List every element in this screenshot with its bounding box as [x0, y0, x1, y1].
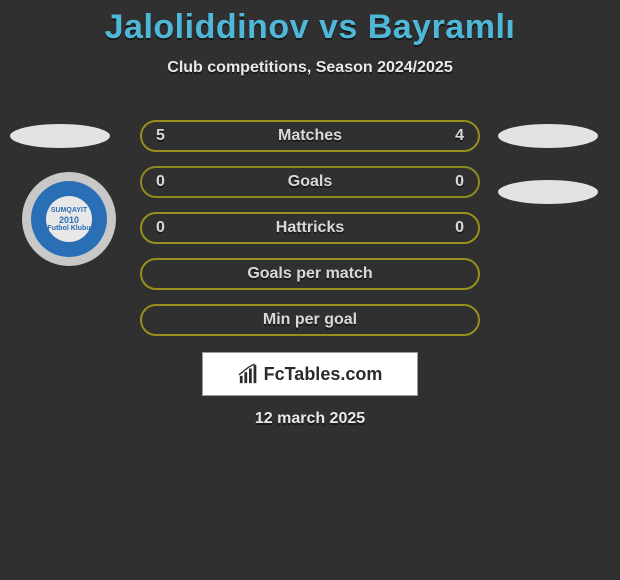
- stat-label: Matches: [278, 127, 342, 145]
- subtitle: Club competitions, Season 2024/2025: [0, 59, 620, 77]
- stat-label: Hattricks: [276, 219, 344, 237]
- stat-right-value: 4: [455, 127, 464, 145]
- stat-label: Goals: [288, 173, 332, 191]
- stats-container: 5 Matches 4 0 Goals 0 0 Hattricks 0 Goals per mat…: [140, 120, 480, 350]
- stat-row-goals: 0 Goals 0: [140, 166, 480, 198]
- chart-icon: [238, 363, 260, 385]
- stat-row-goals-per-match: Goals per match: [140, 258, 480, 290]
- stat-label: Min per goal: [263, 311, 357, 329]
- player2-badge-placeholder-1: [498, 124, 598, 148]
- stat-row-hattricks: 0 Hattricks 0: [140, 212, 480, 244]
- stat-row-min-per-goal: Min per goal: [140, 304, 480, 336]
- player1-club-badge: SUMQAYIT 2010 Futbol Klubu: [22, 172, 116, 266]
- player2-badge-placeholder-2: [498, 180, 598, 204]
- date-text: 12 march 2025: [0, 410, 620, 428]
- page-title: Jaloliddinov vs Bayramlı: [0, 0, 620, 47]
- stat-left-value: 0: [156, 173, 165, 191]
- player1-badge-placeholder-1: [10, 124, 110, 148]
- club-badge-year: 2010: [59, 215, 79, 225]
- branding-box: FcTables.com: [202, 352, 418, 396]
- branding-text: FcTables.com: [264, 364, 383, 385]
- stat-right-value: 0: [455, 173, 464, 191]
- stat-label: Goals per match: [247, 265, 372, 283]
- stat-row-matches: 5 Matches 4: [140, 120, 480, 152]
- stat-right-value: 0: [455, 219, 464, 237]
- stat-left-value: 5: [156, 127, 165, 145]
- stat-left-value: 0: [156, 219, 165, 237]
- club-badge-bottom: Futbol Klubu: [47, 225, 90, 232]
- club-badge-top: SUMQAYIT: [51, 207, 87, 214]
